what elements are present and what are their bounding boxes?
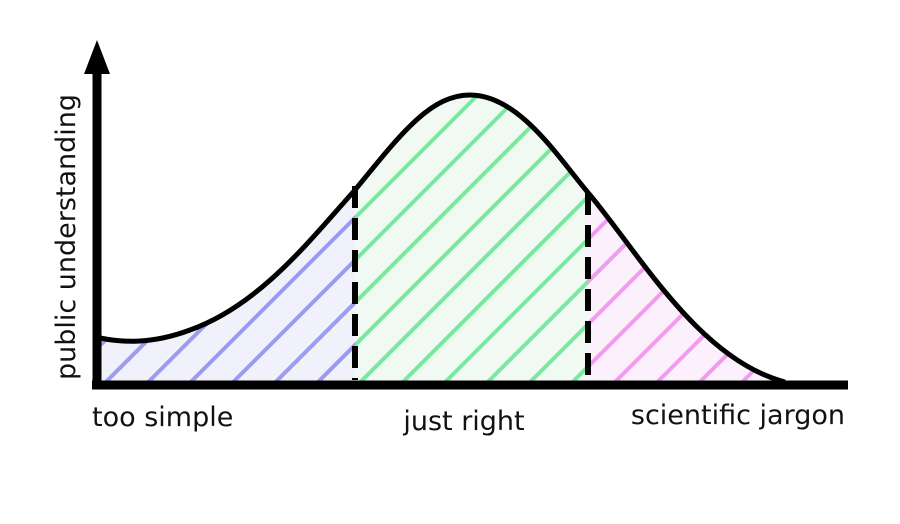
region-just-right [355, 95, 588, 386]
regions [100, 95, 785, 386]
y-axis-arrow [84, 40, 110, 74]
region-label: scientific jargon [631, 400, 845, 431]
region-label: too simple [92, 402, 233, 433]
region-label: just right [402, 406, 524, 437]
curve [99, 92, 786, 385]
y-axis-label: public understanding [51, 94, 82, 380]
